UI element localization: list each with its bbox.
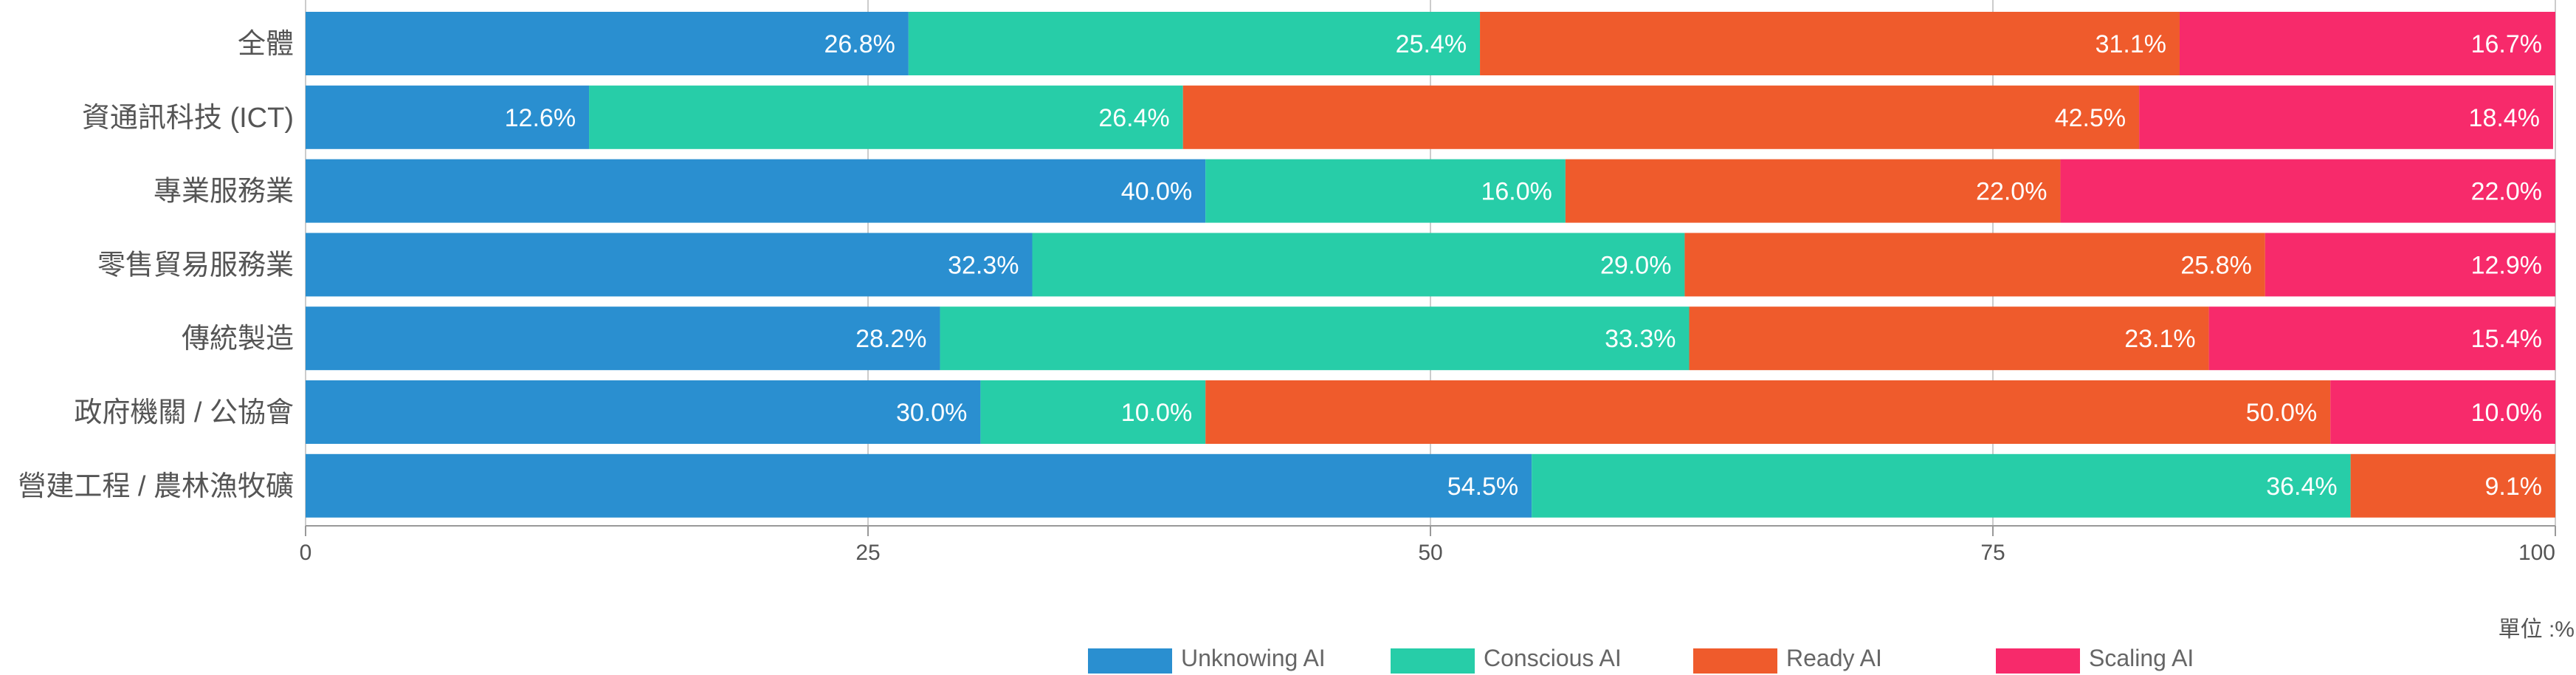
- legend-swatch: [1391, 648, 1475, 674]
- data-label: 30.0%: [896, 399, 967, 427]
- bar-segment: [2139, 85, 2553, 149]
- data-label: 26.4%: [1098, 104, 1169, 132]
- bar-segment: [2060, 159, 2555, 223]
- bar-segment: [589, 85, 1183, 149]
- data-label: 54.5%: [1447, 473, 1518, 501]
- x-tick-label: 50: [1418, 541, 1442, 565]
- data-label: 28.2%: [855, 325, 926, 353]
- data-label: 31.1%: [2095, 30, 2166, 58]
- data-label: 18.4%: [2469, 104, 2540, 132]
- category-label: 專業服務業: [154, 177, 294, 208]
- bar-segment: [306, 453, 1532, 518]
- data-label: 36.4%: [2266, 473, 2337, 501]
- data-label: 26.8%: [824, 30, 895, 58]
- data-label: 10.0%: [1121, 399, 1192, 427]
- bar-segment: [306, 85, 590, 149]
- category-label: 營建工程 / 農林漁牧礦: [18, 471, 294, 502]
- bar-segment: [2350, 453, 2555, 518]
- data-label: 42.5%: [2055, 104, 2126, 132]
- data-label: 32.3%: [948, 251, 1019, 279]
- data-label: 29.0%: [1600, 251, 1671, 279]
- category-label: 政府機關 / 公協會: [74, 397, 294, 428]
- data-label: 9.1%: [2485, 473, 2543, 501]
- x-tick-label: 100: [2518, 541, 2555, 565]
- x-axis: 0 25 50 75 100: [300, 525, 2556, 565]
- bar-segment: [306, 306, 940, 371]
- bar-segment: [1689, 306, 2209, 371]
- data-label: 40.0%: [1121, 178, 1192, 206]
- legend: Unknowing AI Conscious AI Ready AI Scaling …: [1088, 645, 2194, 674]
- bar-segment: [1205, 380, 2331, 444]
- unit-label: 單位 :%: [2498, 617, 2575, 642]
- bar-segment: [1032, 233, 1685, 297]
- legend-swatch: [1088, 648, 1172, 674]
- data-label: 16.0%: [1481, 178, 1552, 206]
- bar-segment: [306, 380, 981, 444]
- data-label: 22.0%: [2471, 178, 2542, 206]
- bar-segment: [2208, 306, 2555, 371]
- legend-label: Conscious AI: [1484, 645, 1622, 671]
- x-tick-label: 0: [300, 541, 312, 565]
- category-label: 傳統製造: [182, 323, 294, 354]
- data-label: 22.0%: [1976, 178, 2047, 206]
- bar-segment: [2265, 233, 2555, 297]
- bar-segment: [1480, 12, 2180, 75]
- legend-label: Unknowing AI: [1181, 645, 1326, 671]
- bar-segment: [1182, 85, 2140, 149]
- bar-segment: [980, 380, 1206, 444]
- data-label: 50.0%: [2246, 399, 2317, 427]
- bar-segment: [2179, 12, 2555, 75]
- data-label: 33.3%: [1605, 325, 1676, 353]
- category-label: 零售貿易服務業: [97, 250, 294, 281]
- bar-segment: [306, 233, 1033, 297]
- bar-segment: [940, 306, 1690, 371]
- bar-segment: [1684, 233, 2265, 297]
- legend-label: Scaling AI: [2089, 645, 2194, 671]
- data-label: 25.4%: [1396, 30, 1467, 58]
- bar-segment: [2330, 380, 2555, 444]
- data-label: 16.7%: [2471, 30, 2542, 58]
- bar-segment: [908, 12, 1481, 75]
- data-label: 25.8%: [2180, 251, 2251, 279]
- data-label: 12.6%: [505, 104, 576, 132]
- bar-segment: [1205, 159, 1566, 223]
- category-label: 全體: [238, 29, 294, 60]
- bar-segment: [306, 12, 909, 75]
- bars: 26.8% 25.4% 31.1% 16.7% 12.6% 26.4% 42.5% 18.4%…: [306, 12, 2555, 518]
- bar-segment: [1565, 159, 2061, 223]
- category-label: 資通訊科技 (ICT): [82, 103, 294, 134]
- data-label: 23.1%: [2124, 325, 2195, 353]
- data-label: 10.0%: [2471, 399, 2542, 427]
- x-tick-label: 25: [855, 541, 880, 565]
- legend-swatch: [1996, 648, 2080, 674]
- legend-label: Ready AI: [1786, 645, 1882, 671]
- data-label: 12.9%: [2471, 251, 2542, 279]
- bar-segment: [1532, 453, 2351, 518]
- bar-segment: [306, 159, 1206, 223]
- legend-swatch: [1693, 648, 1777, 674]
- data-label: 15.4%: [2471, 325, 2542, 353]
- x-tick-label: 75: [1980, 541, 2005, 565]
